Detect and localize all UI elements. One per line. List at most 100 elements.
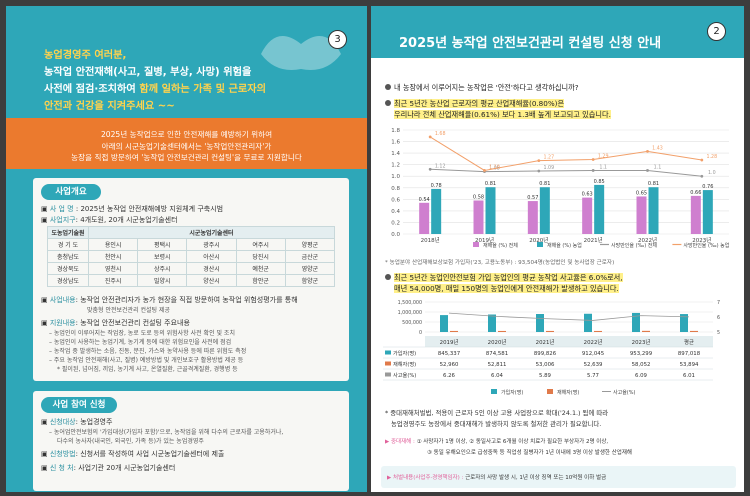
intro-line-2: 농작업 안전재해(사고, 질병, 부상, 사망) 위험을: [44, 67, 252, 78]
legend-swatch: [385, 372, 391, 377]
y-tick-label: 0.0: [391, 232, 400, 238]
project-sites: ▣ 사업지구: 4개도원, 20개 시군농업기술센터: [41, 216, 178, 224]
support-item: – 농작업 중 발생하는 소음, 진동, 분진, 가스와 농약사용 등에 따른 …: [49, 348, 247, 355]
banner-line-3: 농장을 직접 방문하여 '농작업 안전보건관리 컨설팅'을 무료로 지원합니다: [71, 153, 302, 162]
legend-label: 재해자(명): [557, 389, 579, 396]
x-tick-label: 2020년: [529, 236, 548, 244]
apply-place: ▣ 신 청 처: 사업기관 20개 시군농업기술센터: [41, 464, 176, 472]
left-page: 3 농업경영주 여러분, 농작업 안전재해(사고, 질병, 부상, 사망) 위험…: [6, 6, 367, 492]
apply-method: ▣ 신청방법: 신청서를 작성하여 사업 시군농업기술센터에 제출: [41, 450, 225, 458]
overview-pill: 사업개요: [41, 184, 101, 200]
right-page: 2 2025년 농작업 안전보건관리 컨설팅 신청 안내 내 농장에서 이루어지…: [371, 6, 744, 492]
apply-target-sub-1: – 농어업안전보험의 '가입대상(가입자 포함)'으로, 농작업을 위해 다수의…: [49, 429, 284, 436]
table-header-cell: 2020년: [488, 338, 507, 346]
legend-label: 재해율 (%) 농업: [547, 242, 582, 249]
center-table: 도농업기술원 시군농업기술센터 경 기 도 용인시 평택시 광주시 여주시 양평군 충청남…: [47, 226, 336, 287]
legend-swatch: [473, 242, 479, 247]
table-row: 경상북도 영천시 상주시 경산시 예천군 영양군: [47, 262, 336, 275]
y-tick-label: 1.8: [391, 128, 400, 134]
line-point: [428, 135, 432, 139]
project-content-2: 맞춤형 안전보건관리 컨설팅 제공: [87, 307, 171, 314]
question-1: 내 농장에서 이루어지는 농작업은 '안전'하다고 생각하십니까?: [385, 82, 579, 93]
table-cell: 53,894: [680, 362, 699, 368]
table-cell: 5.89: [539, 373, 552, 379]
series-line: [429, 136, 702, 171]
accident-rate-chart: 0.0 0.2 0.4 0.6 0.8 1.0 1.2 1.4 1.6 1.8 0.54 0.78 20…: [391, 128, 729, 249]
y-tick-label: 1.4: [391, 151, 400, 157]
bar-value-label: 0.78: [431, 183, 442, 189]
line-point: [591, 169, 595, 172]
intro-section: 3 농업경영주 여러분, 농작업 안전재해(사고, 질병, 부상, 사망) 위험…: [6, 6, 367, 117]
bar: [473, 200, 484, 234]
penalty-text: ▶ 처벌내용(사업주·경영책임자) : 근로자의 사망 발생 시, 1년 이상 …: [387, 475, 607, 481]
legend-swatch: [537, 242, 543, 247]
bar: [632, 312, 640, 332]
support-item: – 농업인이 이루어지는 작업장, 농로 도로 등의 위험사항 사전 확인 및 …: [49, 330, 235, 337]
table-header-row: 도농업기술원 시군농업기술센터: [47, 226, 335, 239]
y-tick-label: 1,500,000: [398, 300, 422, 306]
table-row-label: 사고율(%): [393, 371, 416, 379]
x-tick-label: 2023년: [692, 236, 711, 244]
support-item: * 필이된, 넘어짐, 끼임, 농기계 사고, 온열질환, 근골격계질환, 경행…: [57, 366, 238, 373]
bar: [636, 196, 647, 234]
bar: [546, 330, 554, 332]
table-cell: 6.26: [443, 373, 456, 379]
y-tick-label: 1.6: [391, 140, 400, 146]
bullet-icon: [385, 274, 391, 280]
table-row: 충청남도 천안시 보령시 아산시 당진시 금산군: [47, 250, 336, 263]
note-a-line-2: 농업경영주도 농장에서 중대재해가 발생하지 않도록 철저한 관리가 필요합니다…: [391, 420, 602, 428]
handshake-icon: [261, 36, 341, 70]
bar-value-label: 0.58: [473, 194, 484, 200]
intro-line-3: 사전에 점검·조치하여 함께 일하는 가족 및 근로자의: [44, 84, 266, 95]
bar-value-label: 0.76: [702, 184, 713, 190]
table-cell: 52,960: [440, 362, 459, 368]
y-tick-label: 0.6: [391, 197, 400, 203]
legend-label: 사망만인율 (‰) 전체: [611, 242, 657, 249]
bar: [488, 314, 496, 332]
line-value-label: 1.29: [598, 153, 609, 159]
bar-value-label: 0.63: [582, 192, 593, 198]
bar: [690, 330, 698, 332]
line-value-label: 1.12: [435, 163, 446, 169]
table-row-label: 가입자(명): [393, 349, 416, 357]
bar: [680, 314, 688, 332]
question-3-line-1: 최근 5년간 농업인안전보험 가입 농업인의 평균 농작업 사고율은 6.0%로…: [385, 272, 623, 283]
bar-value-label: 0.54: [419, 197, 430, 203]
table-header-do: 도농업기술원: [47, 226, 89, 239]
penalty-box: ▶ 처벌내용(사업주·경영책임자) : 근로자의 사망 발생 시, 1년 이상 …: [381, 466, 736, 488]
bar: [419, 202, 430, 234]
table-cell: 6.01: [683, 373, 695, 379]
table-cell: 53,006: [536, 362, 555, 368]
y2-tick-label: 6: [717, 315, 720, 321]
table-header-bg: [425, 336, 713, 347]
bar: [536, 314, 544, 332]
page-number: 2: [707, 22, 726, 41]
support-content: ▣ 지원내용: 농작업 안전보건관리 컨설팅 주요내용: [41, 319, 190, 327]
legend-label: 사망만인율 (‰) 농업: [683, 242, 729, 249]
line-point: [646, 169, 649, 172]
line-value-label: 1.10: [489, 164, 500, 170]
insurance-accident-chart: 1,500,000 1,000,000 500,000 0 7 6 5 2019년 2020년 2…: [383, 300, 720, 396]
table-header-cell: 평균: [684, 339, 694, 346]
bar: [498, 330, 506, 332]
table-cell: 52,639: [584, 362, 603, 368]
table-header-cell: 2022년: [584, 338, 603, 346]
y-tick-label: 0.4: [391, 209, 400, 215]
bar-value-label: 0.81: [539, 181, 550, 187]
line-point: [483, 169, 486, 172]
table-cell: 6.04: [491, 373, 504, 379]
page-number: 3: [328, 30, 347, 49]
intro-line-4: 안전과 건강을 지켜주세요 ~~: [44, 101, 175, 112]
legend-swatch: [491, 389, 497, 394]
bar: [690, 195, 701, 234]
legend-swatch: [385, 350, 391, 355]
bar: [450, 330, 458, 332]
apply-pill: 사업 참여 신청: [41, 397, 117, 413]
bullet-icon: [385, 84, 391, 90]
table-cell: 897,018: [678, 351, 701, 357]
bullet-icon: [385, 100, 391, 106]
line-value-label: 1.43: [652, 145, 663, 151]
bar: [594, 184, 605, 234]
apply-target: ▣ 신청대상: 농업경영주: [41, 418, 113, 426]
